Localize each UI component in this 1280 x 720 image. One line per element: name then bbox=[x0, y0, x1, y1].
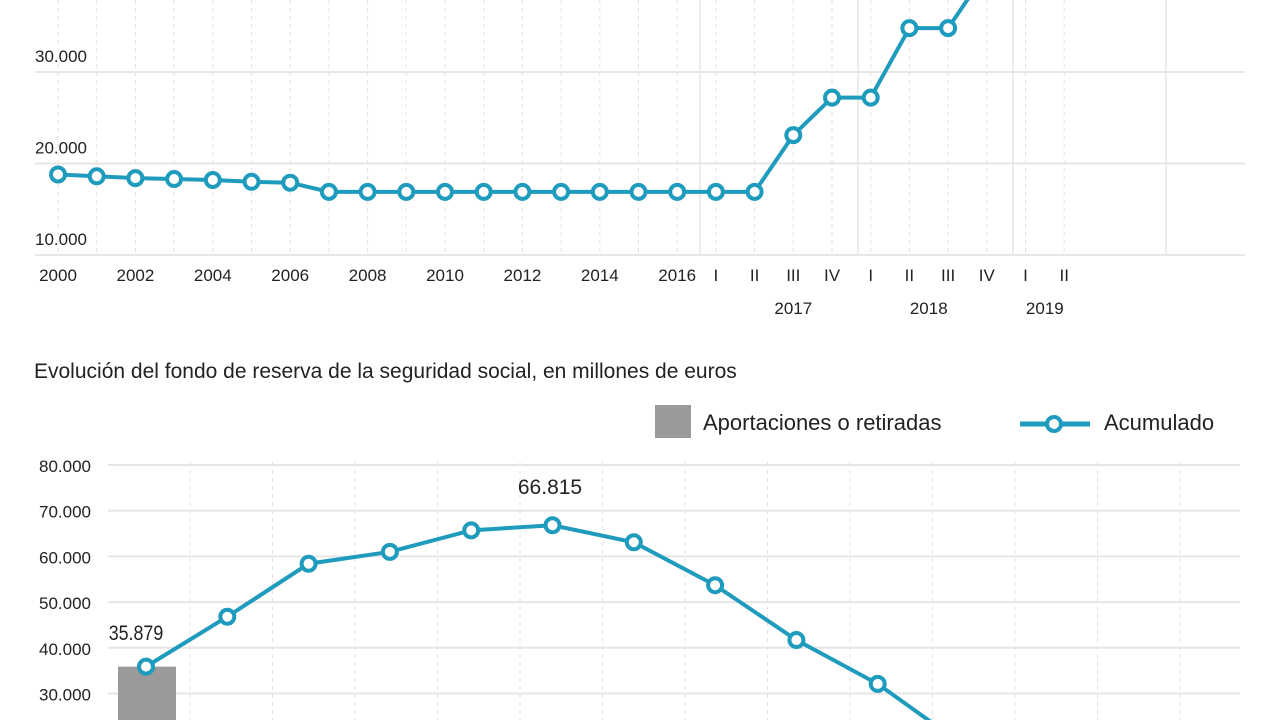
data-point bbox=[939, 19, 958, 38]
data-point bbox=[397, 182, 416, 201]
data-point bbox=[281, 173, 300, 192]
data-point bbox=[624, 533, 643, 552]
x-tick-label: II bbox=[1059, 266, 1068, 285]
x-tick-label: 2004 bbox=[194, 266, 232, 285]
data-point bbox=[242, 172, 261, 191]
x-tick-label: IV bbox=[979, 266, 996, 285]
legend: Aportaciones o retiradas Acumulado bbox=[655, 405, 1214, 438]
y-tick-label: 70.000 bbox=[39, 503, 91, 522]
x-tick-label: 2010 bbox=[426, 266, 464, 285]
bottom-chart: 30.000 40.000 50.000 60.000 70.000 80.000 35.8… bbox=[39, 457, 1240, 720]
data-point bbox=[668, 182, 687, 201]
data-point bbox=[745, 182, 764, 201]
data-point bbox=[126, 169, 145, 188]
y-tick-label: 40.000 bbox=[39, 640, 91, 659]
x-tick-label: II bbox=[905, 266, 914, 285]
data-point bbox=[784, 126, 803, 145]
data-point bbox=[380, 542, 399, 561]
data-label: 66.815 bbox=[518, 476, 582, 499]
data-point bbox=[629, 182, 648, 201]
legend-marker bbox=[1045, 415, 1063, 433]
y-tick-label: 30.000 bbox=[39, 686, 91, 705]
data-point bbox=[590, 182, 609, 201]
x-tick-label: 2008 bbox=[349, 266, 387, 285]
x-group-label: 2018 bbox=[910, 299, 948, 318]
y-tick-label: 20.000 bbox=[35, 139, 87, 158]
x-tick-label: III bbox=[786, 266, 800, 285]
data-label: 35.879 bbox=[109, 622, 164, 646]
data-point bbox=[203, 170, 222, 189]
data-point bbox=[823, 88, 841, 107]
data-point bbox=[474, 182, 493, 201]
data-point bbox=[87, 167, 106, 186]
x-tick-label: 2014 bbox=[581, 266, 619, 285]
data-point bbox=[436, 182, 454, 201]
x-tick-label: I bbox=[1023, 266, 1028, 285]
x-tick-label: 2002 bbox=[116, 266, 154, 285]
legend-label-line: Acumulado bbox=[1104, 410, 1214, 435]
y-tick-label: 30.000 bbox=[35, 47, 87, 66]
data-point bbox=[513, 182, 532, 201]
x-group-label: 2017 bbox=[774, 299, 812, 318]
y-tick-label: 50.000 bbox=[39, 594, 91, 613]
data-point bbox=[543, 516, 562, 535]
data-point bbox=[137, 657, 155, 676]
series-line bbox=[144, 523, 932, 720]
data-point bbox=[868, 674, 887, 693]
x-tick-label: 2016 bbox=[658, 266, 696, 285]
legend-bar-swatch bbox=[655, 405, 691, 438]
data-point bbox=[49, 165, 67, 184]
x-tick-label: 2000 bbox=[39, 266, 77, 285]
data-point bbox=[900, 19, 919, 38]
top-chart: 10.000 20.000 30.000 2000 2002 2004 2006 2008 20… bbox=[35, 0, 1245, 318]
data-point bbox=[787, 631, 806, 650]
data-point bbox=[462, 521, 481, 540]
data-point bbox=[552, 182, 571, 201]
x-group-label: 2019 bbox=[1026, 299, 1064, 318]
x-tick-label: 2012 bbox=[503, 266, 541, 285]
x-tick-label: I bbox=[714, 266, 719, 285]
data-point bbox=[706, 182, 725, 201]
y-tick-label: 10.000 bbox=[35, 230, 87, 249]
bottom-chart-title: Evolución del fondo de reserva de la seg… bbox=[34, 360, 737, 383]
x-tick-label: I bbox=[868, 266, 873, 285]
data-point bbox=[165, 170, 184, 189]
x-tick-label: IV bbox=[824, 266, 841, 285]
data-point bbox=[706, 576, 725, 595]
data-point bbox=[299, 554, 318, 573]
y-tick-label: 80.000 bbox=[39, 457, 91, 476]
x-tick-label: III bbox=[941, 266, 955, 285]
data-point bbox=[861, 88, 880, 107]
data-point bbox=[358, 182, 377, 201]
data-point bbox=[218, 607, 237, 626]
data-point bbox=[319, 182, 338, 201]
legend-label-bar: Aportaciones o retiradas bbox=[703, 410, 941, 435]
y-tick-label: 60.000 bbox=[39, 548, 91, 567]
x-tick-label: 2006 bbox=[271, 266, 309, 285]
x-tick-label: II bbox=[750, 266, 759, 285]
